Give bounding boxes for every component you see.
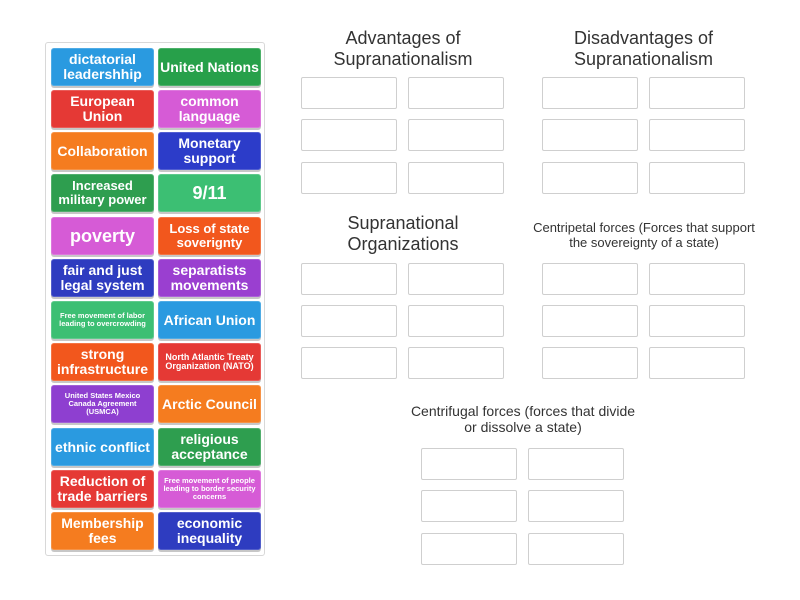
tile-african-union[interactable]: African Union [158, 301, 261, 339]
drop-slot-disadvantages[interactable] [542, 162, 638, 194]
drop-slot-disadvantages[interactable] [649, 162, 745, 194]
drop-slot-centrifugal[interactable] [421, 533, 517, 565]
tile-nato[interactable]: North Atlantic Treaty Organization (NATO… [158, 343, 261, 381]
tile-free-movement-of-labor[interactable]: Free movement of labor leading to overcr… [51, 301, 154, 339]
tile-increased-military-power[interactable]: Increased military power [51, 174, 154, 212]
tile-dictatorial-leadership[interactable]: dictatorial leadershhip [51, 48, 154, 86]
drop-slot-organizations[interactable] [301, 347, 397, 379]
drop-slot-centripetal[interactable] [649, 263, 745, 295]
tile-poverty[interactable]: poverty [51, 217, 154, 255]
tile-membership-fees[interactable]: Membership fees [51, 512, 154, 550]
drop-slot-advantages[interactable] [408, 162, 504, 194]
drop-slot-centripetal[interactable] [649, 347, 745, 379]
drop-slot-disadvantages[interactable] [649, 77, 745, 109]
drop-slot-organizations[interactable] [408, 347, 504, 379]
drop-slot-centrifugal[interactable] [528, 490, 624, 522]
tile-common-language[interactable]: common language [158, 90, 261, 128]
drop-slot-advantages[interactable] [301, 77, 397, 109]
drop-slot-organizations[interactable] [301, 263, 397, 295]
drop-slot-organizations[interactable] [408, 263, 504, 295]
tile-reduction-of-trade-barriers[interactable]: Reduction of trade barriers [51, 470, 154, 508]
group-heading-organizations: Supranational Organizations [347, 213, 459, 254]
group-heading-centripetal: Centripetal forces (Forces that support … [533, 220, 755, 250]
group-heading-advantages: Advantages of Supranationalism [333, 28, 473, 69]
tile-collaboration[interactable]: Collaboration [51, 132, 154, 170]
drop-slot-advantages[interactable] [408, 119, 504, 151]
drop-slot-centripetal[interactable] [649, 305, 745, 337]
drop-slot-disadvantages[interactable] [649, 119, 745, 151]
drop-slot-centrifugal[interactable] [421, 448, 517, 480]
group-heading-disadvantages: Disadvantages of Supranationalism [573, 28, 714, 69]
drop-slot-disadvantages[interactable] [542, 77, 638, 109]
tile-usmca[interactable]: United States Mexico Canada Agreement (U… [51, 385, 154, 423]
drop-slot-organizations[interactable] [301, 305, 397, 337]
tile-strong-infrastructure[interactable]: strong infrastructure [51, 343, 154, 381]
tile-fair-and-just-legal-system[interactable]: fair and just legal system [51, 259, 154, 297]
drop-slot-centripetal[interactable] [542, 305, 638, 337]
drop-slot-advantages[interactable] [301, 162, 397, 194]
drop-slot-advantages[interactable] [408, 77, 504, 109]
tile-european-union[interactable]: European Union [51, 90, 154, 128]
group-heading-centrifugal: Centrifugal forces (forces that divide o… [410, 403, 636, 436]
drop-slot-centrifugal[interactable] [528, 448, 624, 480]
tile-religious-acceptance[interactable]: religious acceptance [158, 428, 261, 466]
tile-9-11[interactable]: 9/11 [158, 174, 261, 212]
drop-slot-disadvantages[interactable] [542, 119, 638, 151]
drop-slot-centripetal[interactable] [542, 263, 638, 295]
tile-economic-inequality[interactable]: economic inequality [158, 512, 261, 550]
drop-slot-centripetal[interactable] [542, 347, 638, 379]
tile-monetary-support[interactable]: Monetary support [158, 132, 261, 170]
drop-slot-centrifugal[interactable] [421, 490, 517, 522]
drop-slot-centrifugal[interactable] [528, 533, 624, 565]
tile-arctic-council[interactable]: Arctic Council [158, 385, 261, 423]
tile-separatists-movements[interactable]: separatists movements [158, 259, 261, 297]
drop-slot-organizations[interactable] [408, 305, 504, 337]
tile-free-movement-of-people[interactable]: Free movement of people leading to borde… [158, 470, 261, 508]
tile-ethnic-conflict[interactable]: ethnic conflict [51, 428, 154, 466]
tile-loss-of-state-soverignty[interactable]: Loss of state soverignty [158, 217, 261, 255]
tile-united-nations[interactable]: United Nations [158, 48, 261, 86]
tile-bank: dictatorial leadershhip United Nations E… [45, 42, 265, 556]
drop-slot-advantages[interactable] [301, 119, 397, 151]
